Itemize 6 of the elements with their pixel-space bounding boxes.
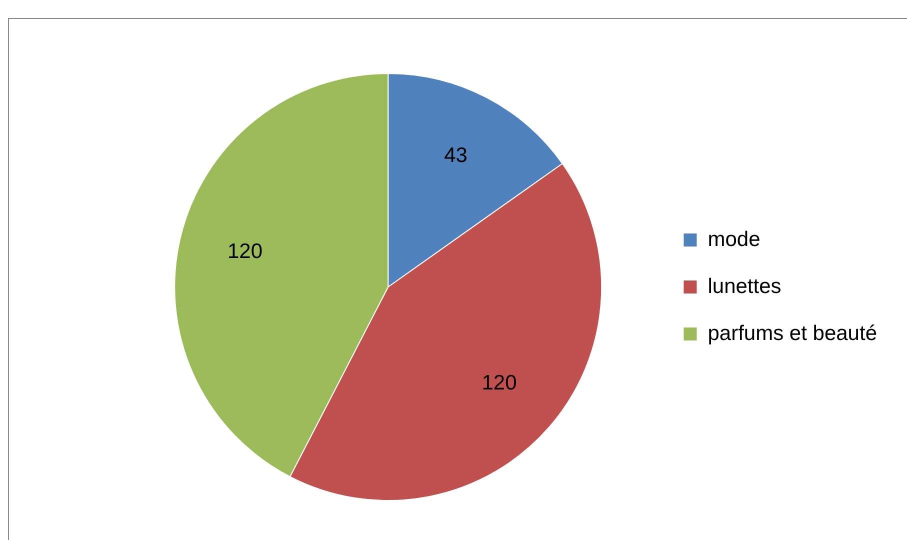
- data-label: 43: [444, 144, 468, 167]
- legend-label: mode: [708, 228, 760, 251]
- legend-label: parfums et beauté: [708, 322, 878, 345]
- data-label: 120: [482, 371, 517, 394]
- data-label: 120: [227, 240, 262, 263]
- legend-label: lunettes: [708, 274, 782, 298]
